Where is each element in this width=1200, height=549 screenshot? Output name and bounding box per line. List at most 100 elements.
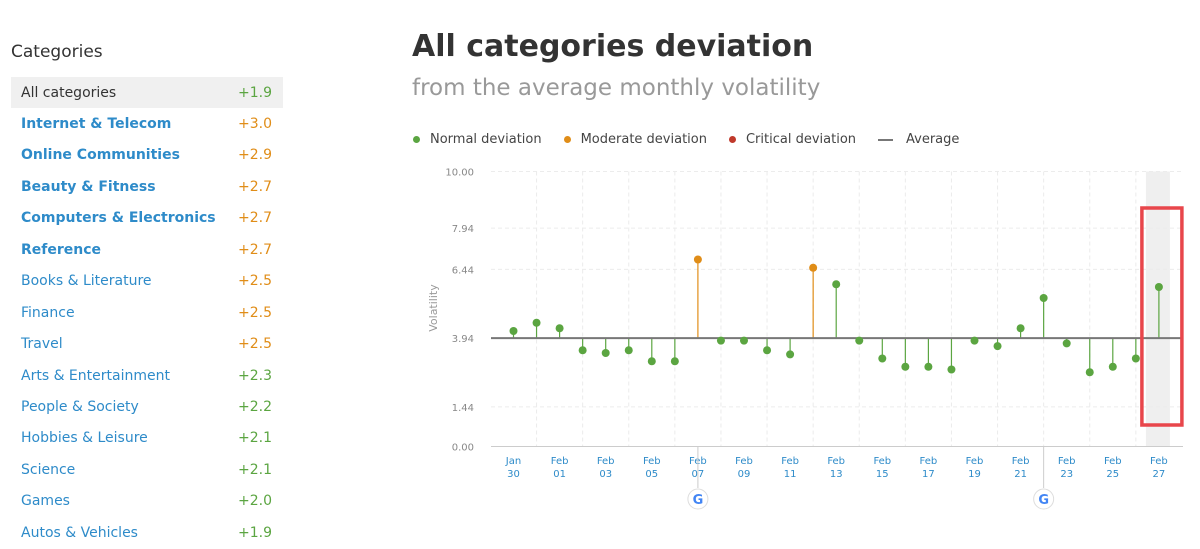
page-title: All categories deviation [412, 29, 814, 64]
category-value: +2.3 [238, 367, 272, 384]
x-tick-day: 05 [645, 469, 658, 480]
x-tick-month: Feb [827, 456, 845, 467]
x-tick-day: 01 [553, 469, 566, 480]
category-value: +2.5 [238, 273, 272, 290]
x-tick-day: 15 [876, 469, 889, 480]
google-icon [687, 488, 709, 510]
legend-label: Critical deviation [745, 132, 857, 147]
data-point [786, 350, 795, 359]
category-item[interactable]: Science +2.1 [11, 454, 283, 485]
category-item[interactable]: Online Communities +2.9 [11, 140, 283, 171]
category-value: +2.7 [238, 210, 272, 227]
data-point [647, 357, 656, 366]
category-value: +2.1 [238, 430, 272, 447]
category-item[interactable]: People & Society +2.2 [11, 392, 283, 423]
category-name: Computers & Electronics [21, 210, 216, 227]
category-value: +2.1 [238, 461, 272, 478]
data-point [924, 362, 933, 371]
y-tick-label: 3.94 [452, 334, 474, 345]
data-point [624, 346, 633, 355]
legend-item: Critical deviation [728, 132, 857, 147]
google-icon-letter: G [1038, 493, 1049, 508]
x-tick-day: 19 [968, 469, 981, 480]
x-tick-day: 03 [599, 469, 612, 480]
category-value: +2.7 [238, 241, 272, 258]
category-name: Reference [21, 241, 102, 258]
data-point [763, 346, 772, 355]
data-point [809, 263, 818, 272]
data-point [716, 336, 725, 345]
legend-item: Normal deviation [413, 132, 542, 147]
data-point [947, 365, 956, 374]
category-item[interactable]: Computers & Electronics +2.7 [11, 203, 283, 234]
category-item[interactable]: Hobbies & Leisure +2.1 [11, 423, 283, 454]
category-name: Travel [21, 336, 63, 353]
data-point [1108, 362, 1117, 371]
x-tick-day: 27 [1153, 469, 1166, 480]
x-tick-month: Feb [551, 456, 569, 467]
x-tick-month: Feb [873, 456, 891, 467]
x-tick-month: Feb [1104, 456, 1122, 467]
y-tick-label: 7.94 [452, 224, 474, 235]
category-value: +2.7 [238, 178, 272, 195]
data-point [993, 342, 1002, 351]
x-tick-day: 13 [830, 469, 843, 480]
y-tick-label: 10.00 [445, 168, 474, 179]
x-tick-day: 09 [738, 469, 751, 480]
category-item[interactable]: Travel +2.5 [11, 329, 283, 360]
data-point [1154, 283, 1163, 291]
legend-line-icon [878, 138, 894, 141]
legend-label: Moderate deviation [580, 132, 707, 147]
y-tick-label: 6.44 [452, 265, 474, 276]
category-value: +2.2 [238, 399, 272, 415]
category-item[interactable]: Beauty & Fitness +2.7 [11, 171, 283, 202]
category-value: +1.9 [238, 524, 272, 541]
legend-label: Average [906, 132, 960, 147]
page-subtitle: from the average monthly volatility [412, 75, 821, 101]
category-item[interactable]: Games +2.0 [11, 486, 283, 517]
category-name: Autos & Vehicles [21, 524, 138, 541]
category-name: Beauty & Fitness [21, 178, 156, 195]
sidebar-title: Categories [11, 42, 103, 62]
category-item[interactable]: Reference +2.7 [11, 234, 283, 265]
data-point [1131, 354, 1140, 363]
category-value: +2.0 [238, 493, 272, 510]
category-item[interactable]: Internet & Telecom +3.0 [11, 108, 283, 139]
category-item[interactable]: All categories +1.9 [11, 77, 283, 108]
highlight-column [1145, 171, 1170, 447]
data-point [578, 346, 587, 355]
category-name: All categories [21, 84, 117, 101]
category-name: Games [21, 493, 70, 510]
data-point [532, 318, 541, 327]
x-tick-month: Feb [1012, 456, 1030, 467]
data-point [855, 336, 864, 345]
x-tick-month: Feb [1058, 456, 1076, 467]
category-name: People & Society [21, 399, 139, 415]
data-point [970, 336, 979, 345]
data-point [1039, 294, 1048, 302]
x-tick-month: Feb [920, 456, 938, 467]
category-value: +2.5 [238, 304, 272, 321]
x-tick-month: Feb [735, 456, 753, 467]
category-item[interactable]: Books & Literature +2.5 [11, 266, 283, 297]
x-tick-day: 11 [784, 469, 797, 480]
legend-item: Average [878, 132, 959, 147]
x-tick-day: 23 [1060, 469, 1073, 480]
data-point [901, 362, 910, 371]
category-item[interactable]: Finance +2.5 [11, 297, 283, 328]
category-name: Arts & Entertainment [21, 367, 170, 384]
data-point [555, 324, 564, 333]
x-tick-month: Feb [966, 456, 984, 467]
data-point [832, 280, 841, 289]
y-tick-label: 1.44 [452, 403, 474, 414]
category-name: Internet & Telecom [21, 115, 172, 132]
category-item[interactable]: Autos & Vehicles +1.9 [11, 517, 283, 548]
legend-label: Normal deviation [430, 132, 542, 147]
data-point [693, 255, 702, 264]
x-tick-month: Feb [643, 456, 661, 467]
category-item[interactable]: Arts & Entertainment +2.3 [11, 360, 283, 391]
category-value: +1.9 [238, 84, 272, 101]
y-tick-label: 0.00 [452, 443, 474, 454]
google-icon [1033, 488, 1055, 510]
